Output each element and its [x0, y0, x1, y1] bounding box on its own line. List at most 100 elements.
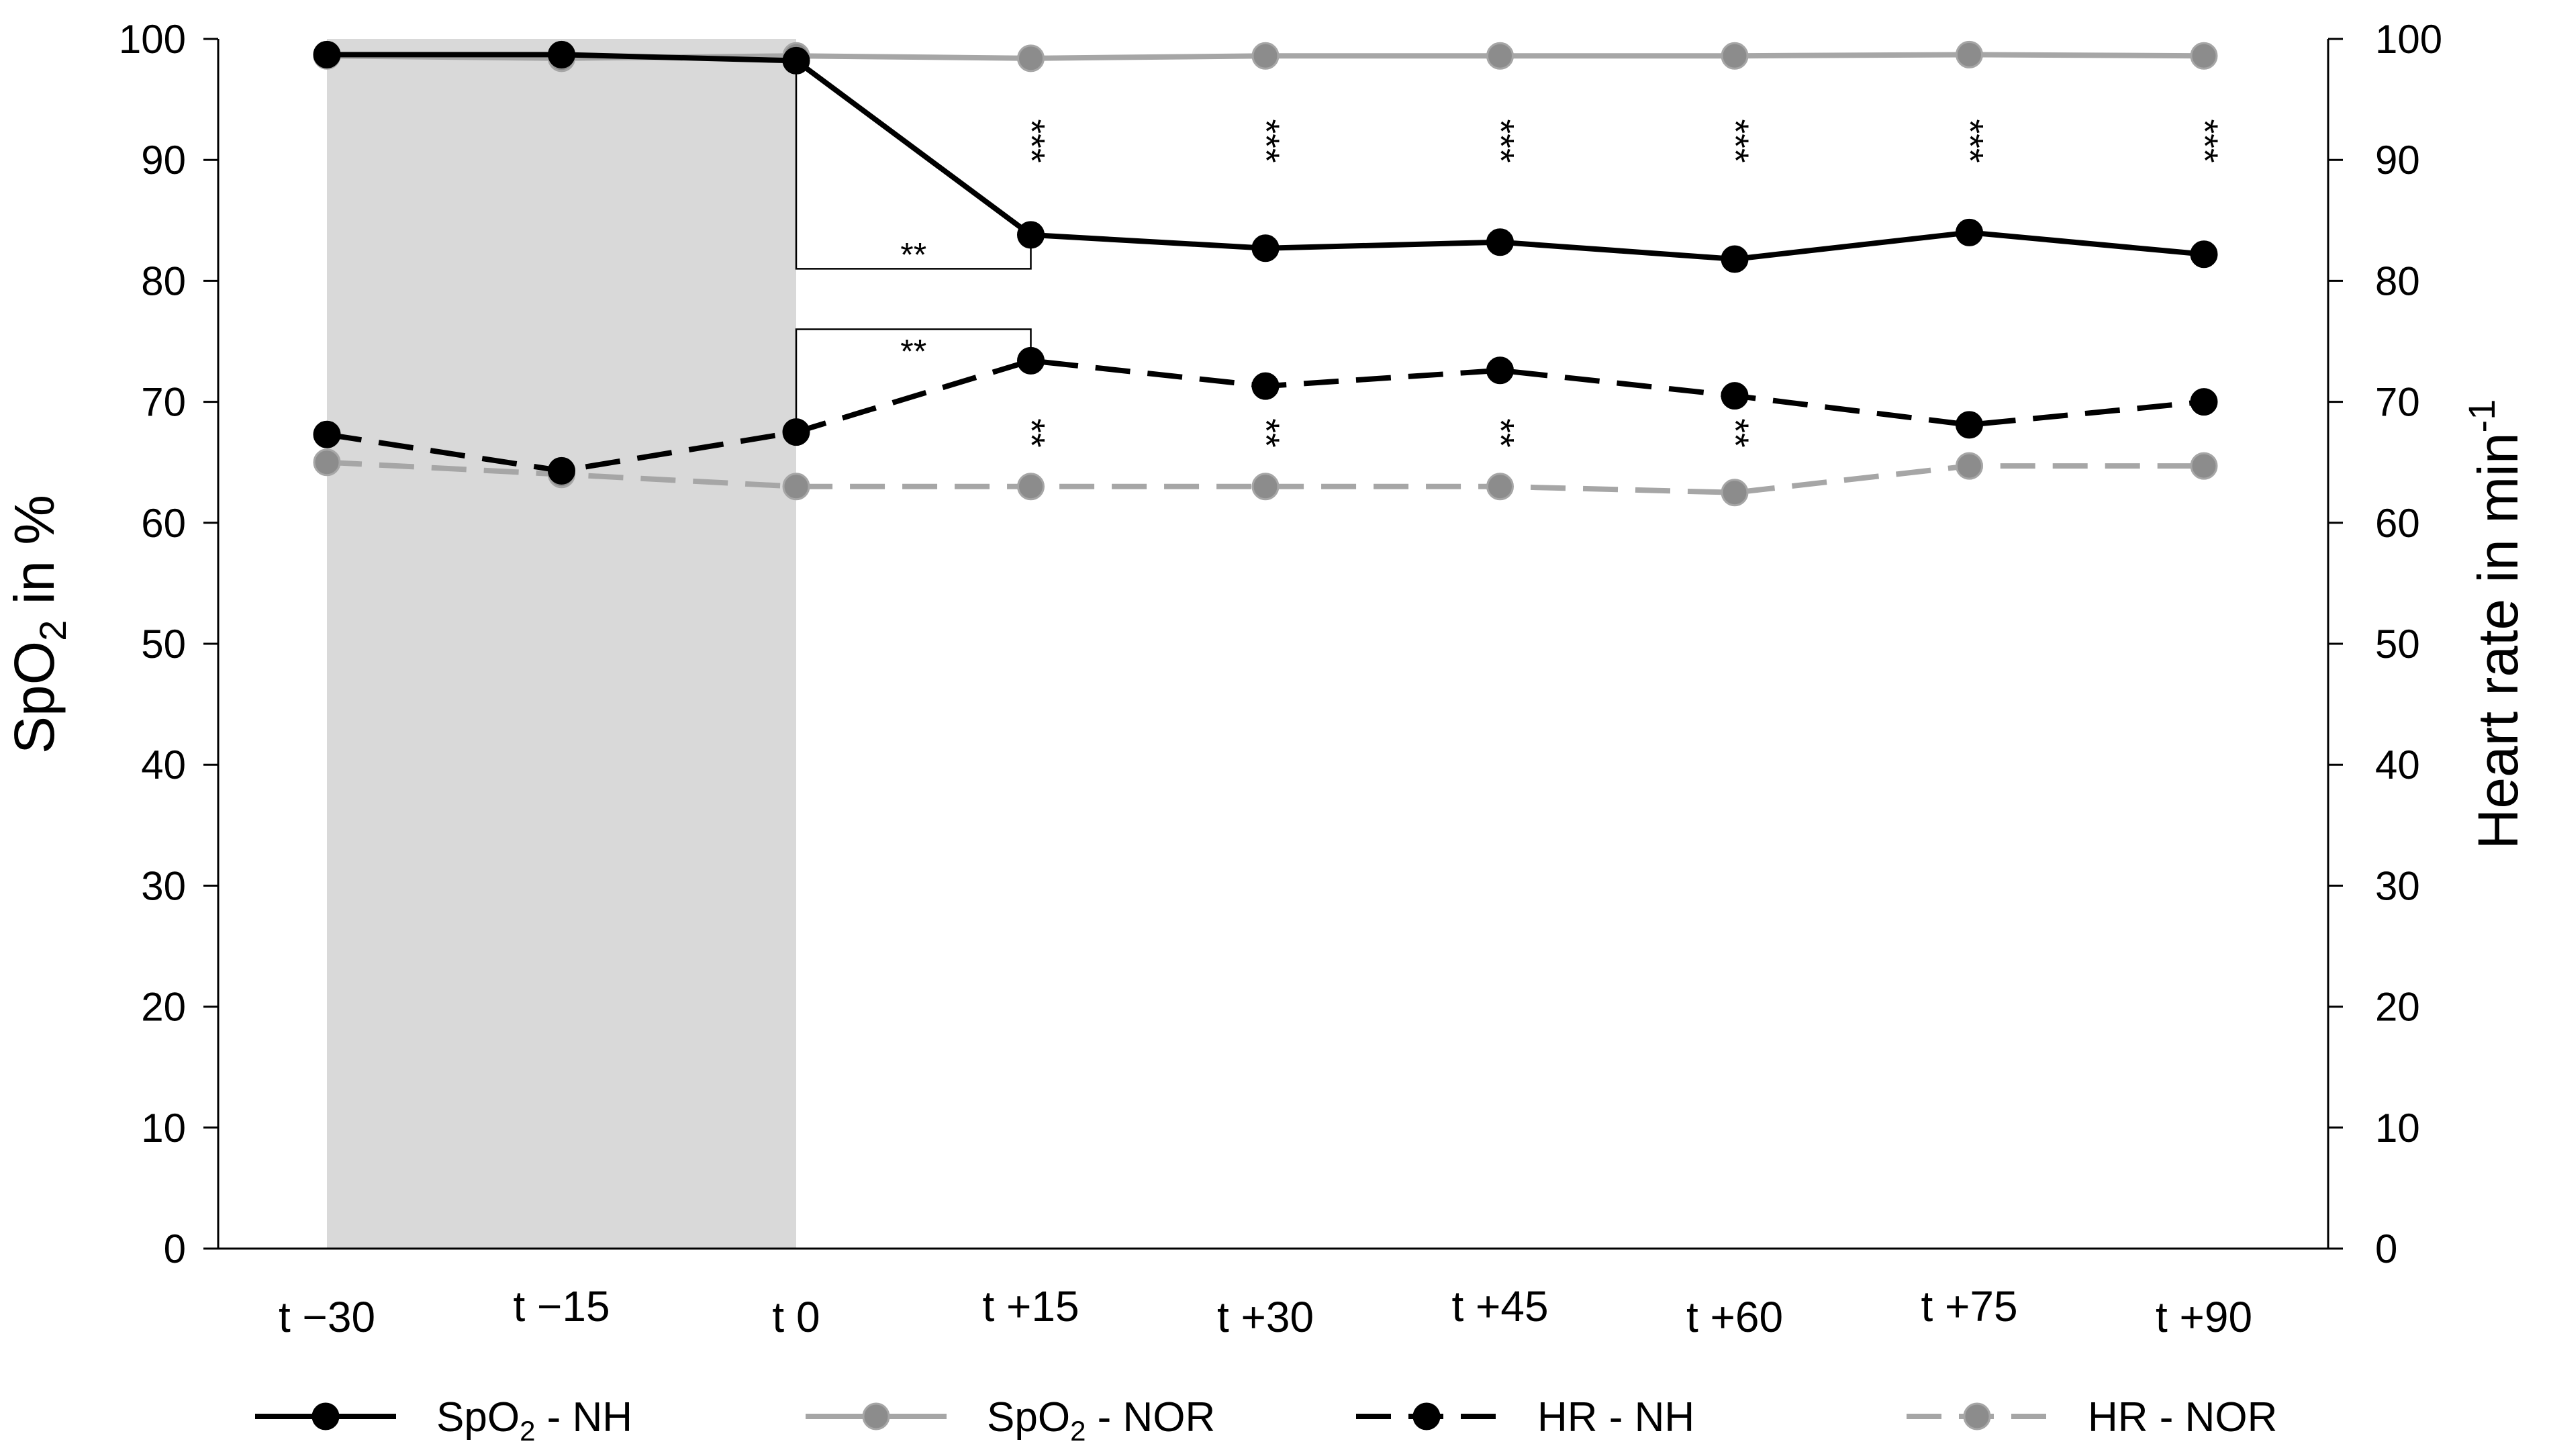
- data-point-spo2_nor: [1017, 44, 1045, 72]
- y-left-tick-label: 40: [141, 742, 186, 787]
- y-right-tick-label: 80: [2375, 258, 2420, 303]
- legend-label-main: HR - NH: [1537, 1394, 1694, 1441]
- axes: 0 10 20 30 40 50 60 70 80 90 100 0 10 20 30 40 50 60 70 80 9…: [119, 17, 2442, 1341]
- data-point-hr_nor: [313, 448, 341, 477]
- y-left-tick-label: 100: [119, 17, 186, 62]
- data-point-hr_nor: [782, 473, 810, 501]
- data-point-hr_nh: [1956, 411, 1983, 439]
- y-right-tick-label: 50: [2375, 622, 2420, 667]
- y-left-tick-label: 90: [141, 138, 186, 183]
- y-left-label-main: SpO: [3, 641, 66, 754]
- legend-label-spo2_nh: SpO2 - NH: [436, 1394, 632, 1447]
- legend-label-sub: 2: [520, 1415, 535, 1447]
- y-right-tick-label: 70: [2375, 380, 2420, 425]
- bracket-label: **: [900, 332, 926, 370]
- x-tick-label: t +45: [1451, 1282, 1548, 1330]
- data-point-hr_nor: [1017, 473, 1045, 501]
- x-tick-label: t 0: [772, 1293, 820, 1341]
- data-point-hr_nor: [2190, 452, 2218, 480]
- y-left-label-rest: in %: [3, 495, 66, 620]
- y-right-tick-label: 20: [2375, 985, 2420, 1030]
- x-tick-label: t +15: [982, 1282, 1079, 1330]
- data-point-spo2_nor: [2190, 42, 2218, 70]
- y-left-axis-label: SpO2 in %: [3, 495, 74, 754]
- data-point-spo2_nh: [1251, 234, 1280, 262]
- data-point-spo2_nh: [782, 46, 810, 75]
- data-point-spo2_nh: [2190, 240, 2218, 269]
- significance-marker-hr: **: [1245, 418, 1288, 448]
- y-left-tick-label: 50: [141, 622, 186, 667]
- data-point-hr_nh: [1251, 372, 1280, 400]
- y-left-tick-label: 30: [141, 863, 186, 908]
- data-point-spo2_nor: [1956, 40, 1983, 68]
- y-left-tick-label: 80: [141, 258, 186, 303]
- significance-marker-spo2: ***: [1245, 119, 1288, 162]
- data-point-hr_nh: [782, 418, 810, 446]
- x-tick-label: t +90: [2156, 1293, 2252, 1341]
- significance-bracket: [795, 328, 1032, 432]
- y-right-label-sup: -1: [2460, 399, 2503, 433]
- significance-marker-spo2: ***: [1011, 119, 1053, 162]
- legend-label-main: HR - NOR: [2088, 1394, 2277, 1441]
- data-point-hr_nor: [1956, 452, 1983, 480]
- data-point-spo2_nor: [1486, 42, 1514, 70]
- y-right-tick-label: 0: [2375, 1226, 2397, 1271]
- data-point-hr_nh: [548, 456, 575, 485]
- y-left-tick-label: 60: [141, 501, 186, 546]
- data-point-spo2_nh: [1017, 221, 1045, 249]
- shaded-region: [327, 39, 796, 1249]
- data-point-spo2_nor: [1251, 42, 1280, 70]
- data-point-hr_nh: [1017, 346, 1045, 375]
- bracket-label: **: [900, 236, 926, 273]
- significance-marker-hr: **: [1480, 418, 1523, 448]
- y-right-tick-label: 90: [2375, 138, 2420, 183]
- data-point-hr_nh: [1486, 356, 1514, 385]
- data-point-spo2_nor: [1721, 42, 1749, 70]
- y-left-tick-label: 10: [141, 1106, 186, 1151]
- y-right-tick-label: 10: [2375, 1106, 2420, 1151]
- significance-marker-hr: **: [1715, 418, 1757, 448]
- data-point-spo2_nh: [1956, 218, 1983, 246]
- legend-label-rest: - NOR: [1086, 1394, 1215, 1441]
- x-tick-label: t −15: [513, 1282, 610, 1330]
- significance-marker-hr: **: [1011, 418, 1053, 448]
- x-tick-label: t −30: [279, 1293, 375, 1341]
- data-point-hr_nh: [2190, 388, 2218, 416]
- data-point-spo2_nh: [313, 40, 341, 68]
- x-tick-label: t +30: [1217, 1293, 1314, 1341]
- legend-label-rest: - NH: [535, 1394, 632, 1441]
- data-point-hr_nor: [1251, 473, 1280, 501]
- series-layer: [313, 40, 2218, 507]
- y-left-tick-label: 70: [141, 380, 186, 425]
- legend-label-hr_nh: HR - NH: [1537, 1394, 1694, 1441]
- x-tick-label: t +75: [1921, 1282, 2017, 1330]
- y-right-axis-label: Heart rate in min-1: [2460, 399, 2530, 850]
- data-point-spo2_nh: [1486, 228, 1514, 256]
- significance-marker-spo2: ***: [1715, 119, 1757, 162]
- legend-swatch-marker-hr_nor: [1963, 1402, 1991, 1430]
- legend-label-hr_nor: HR - NOR: [2088, 1394, 2277, 1441]
- y-left-label-sub: 2: [32, 620, 74, 641]
- data-point-spo2_nh: [548, 40, 575, 68]
- legend-label-main: SpO: [436, 1394, 520, 1441]
- data-point-hr_nor: [1721, 479, 1749, 507]
- legend-swatch-marker-spo2_nh: [311, 1402, 340, 1430]
- data-point-hr_nor: [1486, 473, 1514, 501]
- data-point-spo2_nh: [1721, 245, 1749, 273]
- y-left-tick-label: 0: [164, 1226, 186, 1271]
- significance-marker-spo2: ***: [2184, 119, 2226, 162]
- legend-label-main: SpO: [987, 1394, 1070, 1441]
- legend-label-sub: 2: [1070, 1415, 1086, 1447]
- y-right-tick-label: 30: [2375, 863, 2420, 908]
- y-right-tick-label: 40: [2375, 742, 2420, 787]
- shaded-rect: [327, 39, 796, 1249]
- y-left-tick-label: 20: [141, 985, 186, 1030]
- legend-label-spo2_nor: SpO2 - NOR: [987, 1394, 1215, 1447]
- legend-swatch-marker-spo2_nor: [862, 1402, 890, 1430]
- y-right-label-main: Heart rate in min: [2466, 432, 2530, 849]
- significance-marker-spo2: ***: [1480, 119, 1523, 162]
- significance-markers: *** *** *** *** *** ***** ** ** **: [1011, 119, 2227, 447]
- significance-marker-spo2: ***: [1950, 119, 1992, 162]
- x-tick-label: t +60: [1686, 1293, 1783, 1341]
